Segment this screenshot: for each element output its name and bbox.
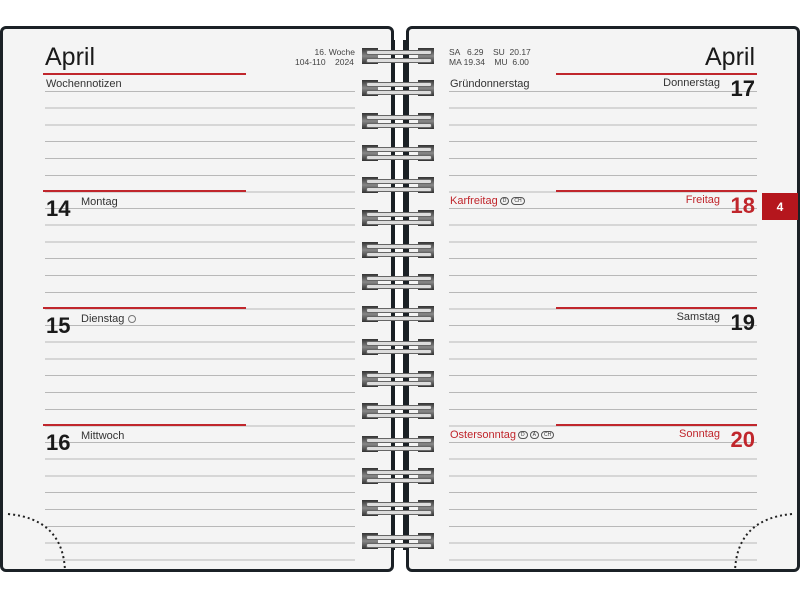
day-number: 18 bbox=[730, 193, 755, 218]
spiral-ring bbox=[360, 434, 436, 454]
holiday-label: Ostersonntag D A CH bbox=[449, 429, 556, 441]
region-badge: D bbox=[518, 431, 528, 440]
day-lines[interactable] bbox=[449, 192, 757, 310]
month-tab[interactable]: 4 bbox=[762, 193, 798, 220]
day-lines[interactable] bbox=[449, 426, 757, 561]
corner-perforation-icon bbox=[7, 513, 66, 572]
red-rule bbox=[556, 73, 757, 75]
note-lines[interactable] bbox=[45, 75, 355, 193]
spiral-ring bbox=[360, 466, 436, 486]
day-number: 19 bbox=[730, 310, 755, 335]
day-lines[interactable] bbox=[45, 192, 355, 310]
spiral-ring bbox=[360, 272, 436, 292]
su-label: SU bbox=[492, 47, 505, 57]
month-title: April bbox=[45, 43, 96, 71]
spiral-ring bbox=[360, 401, 436, 421]
region-badge: CH bbox=[541, 431, 555, 440]
holiday-name: Karfreitag bbox=[450, 195, 498, 207]
day-lines[interactable] bbox=[449, 309, 757, 427]
holiday-name: Gründonnerstag bbox=[450, 78, 530, 90]
spine bbox=[392, 40, 406, 550]
full-moon-icon bbox=[128, 315, 137, 324]
spiral-binding bbox=[360, 40, 436, 560]
spiral-ring bbox=[360, 111, 436, 131]
month-title: April bbox=[704, 43, 755, 71]
spiral-ring bbox=[360, 208, 436, 228]
day-number: 20 bbox=[730, 427, 755, 452]
day-lines[interactable] bbox=[449, 75, 757, 193]
sa-label: SA bbox=[449, 47, 460, 57]
day-range: 104-110 bbox=[295, 57, 326, 67]
spiral-ring bbox=[360, 143, 436, 163]
red-rule bbox=[556, 190, 757, 192]
notes-label: Wochennotizen bbox=[45, 78, 123, 90]
red-rule bbox=[43, 73, 246, 75]
mu-time: 6.00 bbox=[512, 57, 529, 67]
ma-time: 19.34 bbox=[463, 57, 485, 67]
holiday-label: Gründonnerstag bbox=[449, 78, 531, 90]
year: 2024 bbox=[335, 57, 354, 67]
red-rule bbox=[43, 307, 246, 309]
day-name-text: Dienstag bbox=[81, 313, 125, 325]
right-page: April SA 6.29 SU 20.17 MA 19.34 MU 6.00 … bbox=[406, 26, 800, 572]
spiral-ring bbox=[360, 531, 436, 551]
spiral-ring bbox=[360, 337, 436, 357]
red-rule bbox=[556, 307, 757, 309]
red-rule bbox=[43, 190, 246, 192]
moon-rise: MA 19.34 MU 6.00 bbox=[449, 57, 529, 67]
week-label: 16. Woche bbox=[314, 47, 355, 57]
region-badge: A bbox=[529, 431, 540, 440]
day-lines[interactable] bbox=[45, 426, 355, 561]
day-name: Montag bbox=[80, 196, 119, 208]
spiral-ring bbox=[360, 240, 436, 260]
sun-rise: SA 6.29 SU 20.17 bbox=[449, 47, 531, 57]
holiday-name: Ostersonntag bbox=[450, 429, 517, 441]
day-number: 15 bbox=[46, 313, 71, 338]
left-page: April 16. Woche 104-110 2024 Wochennotiz… bbox=[0, 26, 394, 572]
region-badge: CH bbox=[511, 197, 525, 206]
day-name: Dienstag bbox=[80, 313, 138, 325]
corner-perforation-icon bbox=[734, 513, 793, 572]
day-number: 14 bbox=[46, 196, 71, 221]
spiral-ring bbox=[360, 78, 436, 98]
mu-label: MU bbox=[494, 57, 508, 67]
holiday-label: Karfreitag D CH bbox=[449, 195, 526, 207]
day-name: Mittwoch bbox=[80, 430, 126, 442]
day-name: Freitag bbox=[684, 194, 721, 206]
day-number: 16 bbox=[46, 430, 71, 455]
su-time: 20.17 bbox=[509, 47, 531, 57]
red-rule bbox=[43, 424, 246, 426]
day-lines[interactable] bbox=[45, 309, 355, 427]
day-name: Sonntag bbox=[678, 428, 721, 440]
red-rule bbox=[556, 424, 757, 426]
sa-time: 6.29 bbox=[466, 47, 484, 57]
day-name: Donnerstag bbox=[662, 77, 721, 89]
spiral-ring bbox=[360, 369, 436, 389]
spiral-ring bbox=[360, 175, 436, 195]
region-badge: D bbox=[499, 197, 510, 206]
spiral-ring bbox=[360, 304, 436, 324]
ma-label: MA bbox=[449, 57, 462, 67]
day-number: 17 bbox=[730, 76, 755, 101]
day-name: Samstag bbox=[675, 311, 721, 323]
spiral-ring bbox=[360, 46, 436, 66]
spiral-ring bbox=[360, 498, 436, 518]
